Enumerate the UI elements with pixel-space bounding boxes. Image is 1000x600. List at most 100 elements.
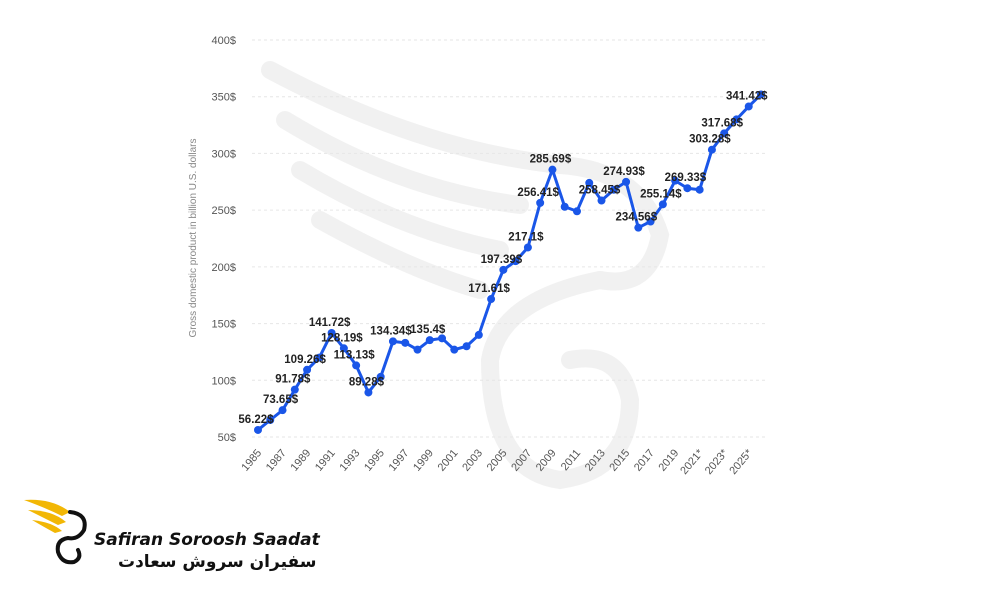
data-point: [450, 345, 459, 354]
data-point: [315, 353, 324, 362]
data-label: 317.68$: [701, 117, 743, 129]
data-point: [376, 372, 385, 381]
data-point: [757, 90, 765, 99]
x-tick-label: 1991: [313, 447, 338, 473]
data-point: [401, 338, 410, 347]
data-point: [683, 184, 692, 193]
data-label: 197.39$: [481, 254, 523, 266]
brand-logo: Safiran Soroosh Saadat سفیران سروش سعادت: [22, 494, 322, 584]
data-label: 341.42$: [726, 90, 768, 102]
data-point: [634, 223, 643, 232]
data-point: [658, 200, 667, 209]
data-point: [720, 129, 729, 138]
data-point: [499, 265, 508, 274]
x-tick-label: 2017: [632, 447, 657, 473]
y-axis: 50$ 100$ 150$ 200$ 250$ 300$ 350$ 400$: [212, 35, 236, 444]
data-label: 109.26$: [284, 354, 326, 366]
data-point: [303, 365, 312, 374]
data-point: [462, 342, 471, 351]
y-tick-label: 100$: [212, 375, 236, 387]
data-point: [560, 202, 569, 211]
data-label: 113.13$: [334, 349, 376, 361]
wing-watermark-icon: [261, 61, 670, 490]
data-point: [425, 336, 434, 345]
data-point: [609, 185, 618, 194]
data-point: [511, 257, 520, 266]
data-point: [622, 177, 631, 186]
data-point: [695, 185, 704, 194]
brand-name-en: Safiran Soroosh Saadat: [94, 530, 320, 550]
data-point: [364, 388, 373, 397]
data-label: 171.61$: [468, 283, 510, 295]
data-label: 128.19$: [321, 332, 363, 344]
data-point: [646, 217, 655, 226]
x-tick-label: 2009: [534, 447, 559, 473]
x-tick-label: 1997: [387, 447, 412, 473]
data-point: [597, 196, 606, 205]
data-point: [290, 385, 299, 394]
series-gdp: [254, 90, 765, 434]
data-point: [732, 115, 741, 124]
data-label: 258.45$: [579, 185, 621, 197]
y-tick-label: 250$: [212, 205, 236, 217]
data-point: [327, 328, 336, 337]
x-tick-label: 2001: [436, 447, 461, 473]
data-point: [523, 243, 532, 252]
x-tick-label: 2003: [460, 447, 485, 473]
data-label: 234.56$: [616, 212, 658, 224]
data-label: 89.28$: [349, 376, 385, 388]
brand-name-fa: سفیران سروش سعادت: [118, 552, 317, 572]
data-point: [254, 425, 262, 434]
data-label: 135.4$: [410, 324, 446, 336]
data-label: 285.69$: [530, 154, 572, 166]
data-label: 274.93$: [603, 166, 645, 178]
data-label: 91.78$: [275, 374, 311, 386]
data-point: [585, 178, 594, 187]
data-point: [707, 145, 716, 154]
data-point: [438, 334, 447, 343]
y-tick-label: 300$: [212, 148, 236, 160]
data-point: [572, 207, 581, 216]
data-point: [266, 415, 275, 424]
x-tick-label: 2023*: [703, 447, 731, 477]
x-tick-label: 1993: [338, 447, 363, 473]
x-tick-label: 1995: [362, 447, 387, 473]
data-label: 134.34$: [370, 325, 412, 337]
y-tick-label: 150$: [212, 319, 236, 331]
data-point: [339, 344, 348, 353]
x-tick-label: 1989: [288, 447, 313, 473]
data-point: [388, 337, 397, 346]
data-label: 269.33$: [665, 172, 707, 184]
data-point: [744, 102, 753, 111]
grid: [252, 39, 766, 438]
data-label: 217.1$: [508, 231, 544, 243]
y-tick-label: 50$: [218, 432, 236, 444]
data-label: 141.72$: [309, 317, 351, 329]
data-point: [487, 295, 496, 304]
x-tick-label: 1999: [411, 447, 436, 473]
x-axis: 1985 1987 1989 1991 1993 1995 1997 1999 2001 2003…: [239, 447, 755, 477]
wing-logo-icon: [24, 499, 87, 565]
x-tick-label: 1987: [264, 447, 289, 473]
x-tick-label: 2021*: [678, 447, 706, 477]
y-tick-label: 400$: [212, 35, 236, 47]
data-label: 256.41$: [517, 187, 559, 199]
data-point: [413, 345, 422, 354]
x-tick-label: 1985: [239, 447, 264, 473]
data-point: [548, 165, 557, 174]
data-point: [352, 361, 361, 370]
data-point: [671, 176, 680, 185]
y-tick-label: 200$: [212, 262, 236, 274]
data-point: [278, 406, 287, 415]
y-tick-label: 350$: [212, 92, 236, 104]
data-label: 56.22$: [238, 414, 274, 426]
y-axis-label: Gross domestic product in billion U.S. d…: [188, 139, 199, 338]
data-point: [474, 330, 483, 339]
x-tick-label: 2025*: [727, 447, 755, 477]
data-label: 73.65$: [263, 394, 299, 406]
data-label: 303.28$: [689, 134, 731, 146]
data-label: 255.14$: [640, 188, 682, 200]
data-labels: 56.22$ 73.65$ 91.78$ 109.26$ 141.72$ 128.19$ 1…: [238, 90, 768, 425]
data-point: [536, 198, 545, 207]
